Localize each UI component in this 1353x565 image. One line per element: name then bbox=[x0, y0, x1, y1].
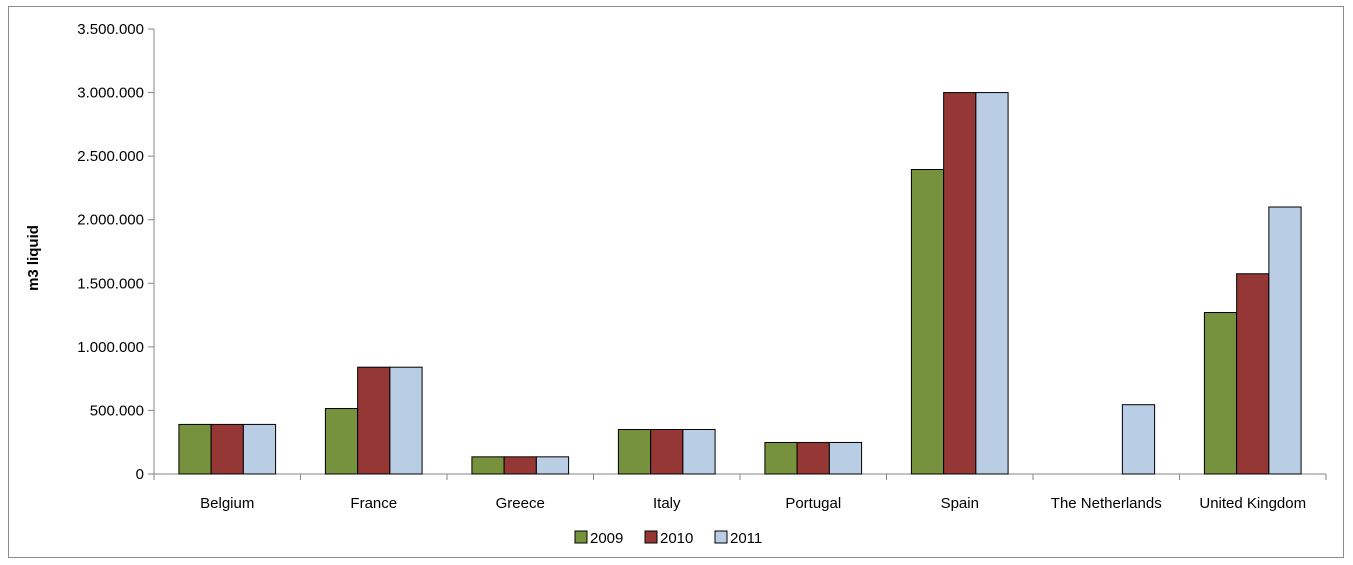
y-tick-label: 1.500.000 bbox=[77, 275, 144, 292]
bar-2009-greece bbox=[471, 456, 505, 475]
legend-swatch-2010 bbox=[644, 530, 658, 544]
y-axis-label: m3 liquid bbox=[25, 225, 42, 291]
x-axis: Belgium France Greece Italy Portugal Spain The… bbox=[153, 473, 1327, 512]
bar-2011-the-netherlands bbox=[1121, 404, 1156, 475]
y-tick-label: 1.000.000 bbox=[77, 339, 144, 356]
legend-swatch-2011 bbox=[714, 530, 728, 544]
bar-2011-spain bbox=[975, 92, 1009, 475]
x-category-label: United Kingdom bbox=[1199, 495, 1306, 512]
bar-2010-greece bbox=[503, 456, 537, 475]
bar-2011-belgium bbox=[242, 423, 277, 475]
x-category-label: Italy bbox=[653, 495, 681, 512]
y-tick-label: 3.500.000 bbox=[77, 21, 144, 38]
bar-2011-france bbox=[389, 366, 423, 475]
bar-2010-spain bbox=[943, 92, 977, 475]
bar-2009-portugal bbox=[764, 441, 798, 475]
bar-2009-france bbox=[324, 408, 359, 475]
x-category-label: Portugal bbox=[785, 495, 841, 512]
x-category-label: Greece bbox=[496, 495, 545, 512]
y-tick-label: 3.000.000 bbox=[77, 85, 144, 102]
bar-2010-belgium bbox=[210, 423, 244, 475]
y-tick-label: 2.500.000 bbox=[77, 148, 144, 165]
bar-2010-portugal bbox=[796, 441, 830, 475]
x-category-label: The Netherlands bbox=[1051, 495, 1162, 512]
bar-2009-spain bbox=[910, 168, 945, 475]
bar-2010-france bbox=[357, 366, 391, 475]
legend-label-2009: 2009 bbox=[590, 530, 623, 547]
x-category-label: Belgium bbox=[200, 495, 254, 512]
bar-2009-italy bbox=[617, 429, 652, 475]
legend-label-2010: 2010 bbox=[660, 530, 693, 547]
bar-2009-united-kingdom bbox=[1203, 312, 1238, 475]
bar-series-group bbox=[178, 92, 1302, 475]
bar-2011-greece bbox=[535, 456, 570, 475]
legend-swatch-2009 bbox=[574, 530, 588, 544]
x-category-label: France bbox=[350, 495, 397, 512]
y-tick-label: 500.000 bbox=[90, 402, 144, 419]
legend-label-2011: 2011 bbox=[730, 530, 762, 547]
y-tick-label: 2.000.000 bbox=[77, 212, 144, 229]
bar-2010-united-kingdom bbox=[1236, 273, 1270, 475]
x-category-label: Spain bbox=[941, 495, 979, 512]
bar-2011-italy bbox=[682, 429, 716, 475]
y-tick-label: 0 bbox=[136, 466, 144, 483]
legend: 2009 2010 2011 bbox=[574, 530, 762, 547]
bar-2011-portugal bbox=[828, 441, 863, 475]
bar-2011-united-kingdom bbox=[1268, 206, 1302, 475]
bar-2009-belgium bbox=[178, 423, 212, 475]
bar-2010-italy bbox=[650, 429, 684, 475]
y-axis: 0 500.000 1.000.000 1.500.000 2.000.000 2.500… bbox=[77, 21, 155, 483]
